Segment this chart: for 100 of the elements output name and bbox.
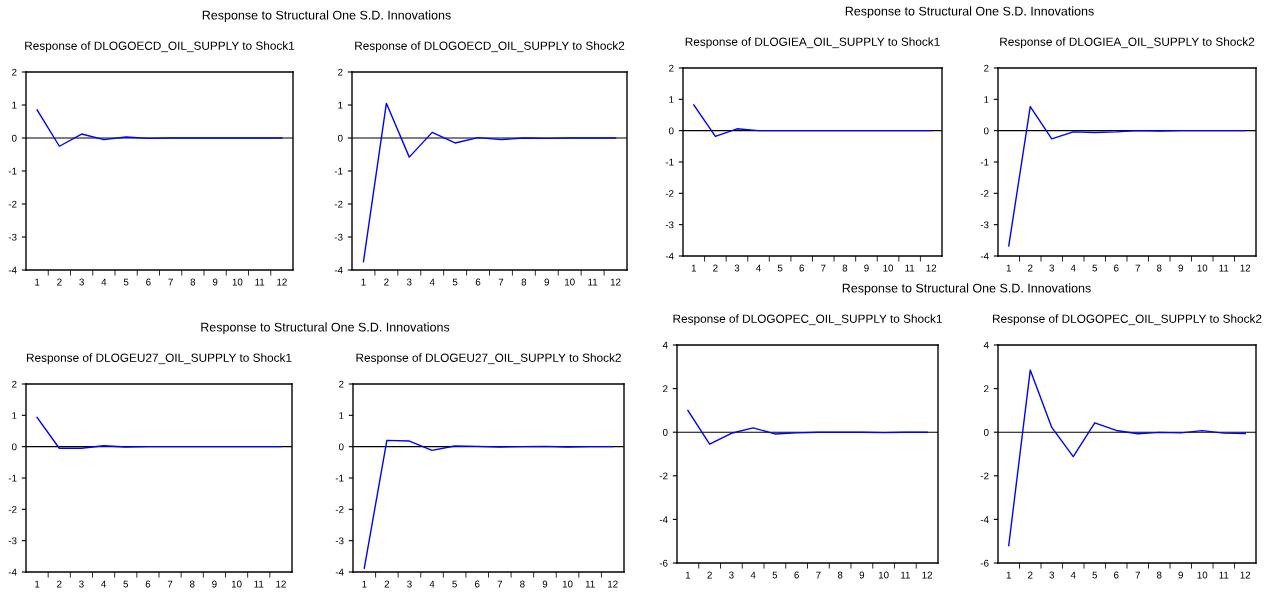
x-tick-label: 11 bbox=[905, 264, 915, 272]
y-tick-label: -1 bbox=[665, 158, 674, 166]
x-tick-label: 10 bbox=[883, 264, 894, 272]
y-tick-label: -2 bbox=[8, 506, 17, 513]
y-tick-label: 0 bbox=[11, 443, 17, 451]
y-tick-label: -2 bbox=[980, 190, 989, 197]
text: Response to Structural One S.D. Innovations bbox=[202, 10, 451, 22]
x-tick-label: 3 bbox=[1049, 264, 1055, 272]
x-tick-label: 5 bbox=[123, 278, 129, 286]
chart-title: Response of DLOGOPEC_OIL_SUPPLY to Shock1 bbox=[673, 314, 942, 326]
x-tick-label: 6 bbox=[475, 278, 481, 286]
y-tick-label: 0 bbox=[338, 443, 344, 451]
x-tick-label: 3 bbox=[1049, 571, 1055, 579]
x-tick-label: 10 bbox=[878, 571, 889, 579]
x-tick-label: 9 bbox=[859, 571, 865, 579]
x-tick-label: 1 bbox=[691, 264, 697, 272]
x-tick-label: 8 bbox=[837, 571, 843, 579]
chart-title: Response of DLOGIEA_OIL_SUPPLY to Shock2 bbox=[1000, 37, 1255, 49]
x-tick-label: 3 bbox=[79, 580, 84, 588]
x-tick-label: 9 bbox=[1178, 571, 1183, 579]
y-tick-label: -4 bbox=[335, 568, 344, 576]
chart-title: Response of DLOGOECD_OIL_SUPPLY to Shock1 bbox=[25, 41, 295, 53]
y-tick-label: 2 bbox=[663, 385, 668, 393]
x-tick-label: 2 bbox=[707, 571, 712, 579]
x-tick-label: 4 bbox=[756, 264, 761, 272]
y-tick-label: -1 bbox=[334, 167, 343, 175]
x-tick-label: 5 bbox=[772, 571, 778, 579]
x-tick-label: 12 bbox=[277, 278, 287, 286]
x-tick-label: 2 bbox=[57, 278, 62, 286]
x-tick-label: 11 bbox=[901, 571, 910, 579]
x-tick-label: 11 bbox=[1219, 571, 1229, 579]
y-tick-label: -2 bbox=[334, 200, 343, 208]
x-tick-label: 5 bbox=[1092, 264, 1098, 272]
x-tick-label: 6 bbox=[146, 278, 151, 286]
x-tick-label: 10 bbox=[565, 278, 575, 286]
y-tick-label: -1 bbox=[8, 167, 17, 175]
x-tick-label: 7 bbox=[1135, 264, 1140, 272]
x-tick-label: 4 bbox=[429, 580, 435, 588]
x-tick-label: 11 bbox=[585, 580, 595, 588]
x-tick-label: 1 bbox=[35, 278, 40, 286]
x-tick-label: 2 bbox=[713, 264, 718, 272]
text: Response to Structural One S.D. Innovations bbox=[842, 283, 1091, 295]
y-tick-label: 0 bbox=[662, 428, 668, 436]
x-tick-label: 4 bbox=[750, 571, 756, 579]
y-tick-label: -4 bbox=[980, 252, 989, 260]
x-tick-label: 2 bbox=[384, 278, 389, 286]
y-tick-label: 1 bbox=[669, 96, 674, 103]
x-tick-label: 12 bbox=[608, 580, 618, 588]
x-tick-label: 9 bbox=[1178, 264, 1183, 272]
y-tick-label: -1 bbox=[8, 474, 17, 482]
x-tick-label: 12 bbox=[610, 278, 621, 286]
y-tick-label: -2 bbox=[659, 472, 668, 480]
x-tick-label: 8 bbox=[842, 264, 848, 272]
chart-title: Response of DLOGOECD_OIL_SUPPLY to Shock2 bbox=[355, 41, 625, 53]
x-tick-label: 11 bbox=[254, 580, 264, 588]
x-tick-label: 11 bbox=[588, 278, 598, 286]
y-tick-label: 2 bbox=[339, 380, 344, 388]
chart-title: Response of DLOGEU27_OIL_SUPPLY to Shock2 bbox=[356, 353, 621, 365]
y-tick-label: 1 bbox=[338, 101, 343, 109]
x-tick-label: 7 bbox=[498, 278, 504, 286]
y-tick-label: -2 bbox=[335, 506, 344, 513]
x-tick-label: 7 bbox=[821, 264, 826, 272]
x-tick-label: 5 bbox=[123, 580, 129, 588]
y-tick-label: -4 bbox=[8, 266, 17, 274]
y-tick-label: -2 bbox=[665, 190, 674, 197]
x-tick-label: 2 bbox=[1028, 571, 1033, 579]
y-tick-label: -3 bbox=[334, 233, 343, 241]
x-tick-label: 9 bbox=[212, 278, 218, 286]
y-tick-label: -2 bbox=[8, 200, 17, 208]
x-tick-label: 12 bbox=[1240, 264, 1251, 272]
x-tick-label: 9 bbox=[864, 264, 869, 272]
y-tick-label: -4 bbox=[980, 516, 989, 523]
x-tick-label: 8 bbox=[190, 278, 196, 286]
x-tick-label: 6 bbox=[794, 571, 799, 579]
x-tick-label: 3 bbox=[729, 571, 734, 579]
x-tick-label: 1 bbox=[35, 580, 40, 588]
x-tick-label: 7 bbox=[168, 278, 173, 286]
x-tick-label: 12 bbox=[922, 571, 933, 579]
y-tick-label: 0 bbox=[11, 134, 17, 142]
y-tick-label: -2 bbox=[980, 472, 989, 480]
x-tick-label: 10 bbox=[231, 580, 242, 588]
y-tick-label: 0 bbox=[668, 127, 674, 135]
x-tick-label: 2 bbox=[384, 580, 390, 588]
y-tick-label: 2 bbox=[12, 380, 17, 388]
chart-title: Response of DLOGOPEC_OIL_SUPPLY to Shock2 bbox=[993, 314, 1262, 326]
x-tick-label: 1 bbox=[1006, 571, 1011, 579]
x-tick-label: 8 bbox=[1156, 264, 1162, 272]
x-tick-label: 2 bbox=[1028, 264, 1033, 272]
x-tick-label: 11 bbox=[255, 278, 265, 286]
x-tick-label: 5 bbox=[777, 264, 783, 272]
y-tick-label: -4 bbox=[659, 516, 668, 523]
x-tick-label: 6 bbox=[1114, 264, 1119, 272]
y-tick-label: 0 bbox=[983, 428, 989, 436]
y-tick-label: 2 bbox=[984, 64, 989, 72]
text: Response to Structural One S.D. Innovations bbox=[845, 6, 1094, 18]
y-tick-label: -3 bbox=[8, 537, 17, 545]
x-tick-label: 10 bbox=[1197, 264, 1208, 272]
x-tick-label: 7 bbox=[497, 580, 503, 588]
x-tick-label: 10 bbox=[562, 580, 573, 588]
x-tick-label: 3 bbox=[407, 580, 412, 588]
